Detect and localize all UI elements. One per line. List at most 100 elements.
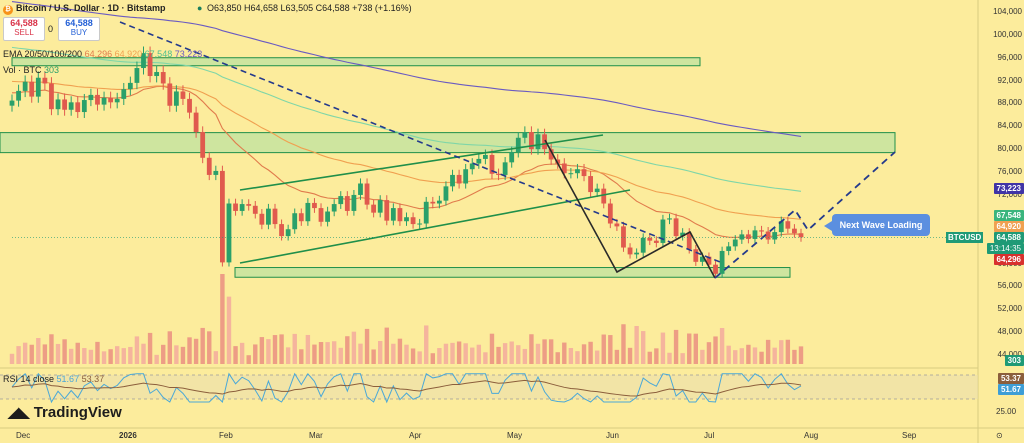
candle [160, 72, 166, 84]
volume-bar [154, 354, 159, 364]
candle [542, 134, 547, 150]
volume-bar [417, 351, 422, 364]
volume-bar [364, 328, 370, 364]
candle [673, 218, 679, 237]
candle [351, 194, 357, 211]
next-wave-callout[interactable]: Next Wave Loading [832, 214, 930, 236]
volume-bar [259, 337, 265, 364]
candle [640, 237, 646, 253]
volume-bar [522, 348, 528, 364]
volume-bar [68, 348, 74, 364]
volume-bar [410, 348, 416, 364]
ema-legend[interactable]: EMA 20/50/100/200 64,296 64,920 67,548 7… [3, 49, 202, 59]
volume-legend[interactable]: Vol · BTC 303 [3, 65, 59, 75]
candle [187, 98, 192, 113]
candle [568, 173, 574, 175]
ema-label: EMA 20/50/100/200 [3, 49, 83, 59]
volume-bar [187, 337, 192, 364]
buy-button[interactable]: 64,588 BUY [58, 17, 100, 41]
volume-bar [765, 339, 771, 364]
volume-bar [687, 333, 692, 364]
volume-bar [456, 341, 462, 364]
volume-bar [568, 348, 574, 364]
candle [371, 204, 377, 213]
volume-bar [292, 333, 297, 364]
zone-bottom [234, 267, 791, 278]
rsi-legend[interactable]: RSI 14 close 51.67 53.37 [3, 374, 104, 384]
candle [173, 91, 179, 106]
volume-bar [641, 331, 646, 364]
symbol-tag: BTCUSD [946, 232, 984, 243]
candle [607, 203, 613, 224]
candles [9, 46, 804, 278]
candle [515, 137, 521, 153]
candle [213, 170, 219, 175]
rsi-band [0, 375, 978, 399]
candle [55, 99, 61, 110]
volume-bar [29, 344, 34, 364]
sell-button[interactable]: 64,588 SELL [3, 17, 45, 41]
time-tick: Jun [606, 431, 619, 440]
price-tick: 84,000 [997, 121, 1022, 131]
volume-bar [134, 336, 140, 364]
candle [561, 163, 567, 174]
volume-bar [667, 352, 672, 364]
volume-bar [351, 331, 357, 364]
candle [206, 157, 212, 175]
volume-bar [437, 348, 442, 364]
last-price-tag: 64,588 [993, 232, 1024, 243]
candle [627, 247, 633, 255]
candle [305, 202, 311, 222]
volume-bar [713, 336, 718, 364]
volume-bar [147, 332, 153, 364]
candle [792, 228, 797, 234]
rsi-tag: 51.67 [997, 384, 1024, 395]
volume-bar [726, 345, 731, 364]
candle [555, 159, 561, 164]
rsi-ma-tag: 53.37 [997, 373, 1024, 384]
callout-pointer [824, 221, 832, 231]
rsi-pane: 25.00 [0, 372, 1017, 416]
volume-bar [733, 350, 738, 364]
candle [436, 200, 442, 204]
candle [312, 202, 317, 209]
time-tick: Jul [704, 431, 715, 440]
candle [680, 232, 686, 237]
volume-bar [463, 343, 468, 364]
volume-bar [594, 350, 600, 364]
volume-bar [213, 351, 219, 364]
time-tick: ⊙ [996, 431, 1003, 440]
ema20-value: 64,296 [84, 49, 113, 59]
rsi-ma-value: 53.37 [81, 374, 105, 384]
candle [88, 94, 94, 101]
candle [259, 213, 265, 225]
candle [667, 218, 672, 220]
spread-value: 0 [48, 24, 54, 34]
volume-bar [115, 346, 120, 364]
volume-bar [180, 346, 186, 364]
candle [483, 154, 488, 159]
candle [16, 90, 21, 101]
candle [42, 77, 48, 84]
volume-bar [700, 349, 705, 364]
time-tick: Sep [902, 431, 917, 440]
volume-bar [128, 346, 133, 364]
candle [529, 132, 534, 150]
volume-bar [608, 335, 613, 364]
candle [496, 173, 501, 175]
candle [364, 183, 370, 205]
volume-bar [36, 338, 41, 364]
candle [588, 176, 593, 193]
candle [502, 162, 508, 175]
volume-bar [391, 343, 396, 364]
volume-bar [141, 343, 146, 364]
volume-bar [305, 334, 311, 364]
volume-bar [266, 339, 271, 364]
candle [298, 213, 304, 222]
candle [246, 204, 252, 206]
volume-bar [200, 327, 205, 364]
volume-bar [88, 349, 94, 364]
candle [318, 208, 324, 222]
